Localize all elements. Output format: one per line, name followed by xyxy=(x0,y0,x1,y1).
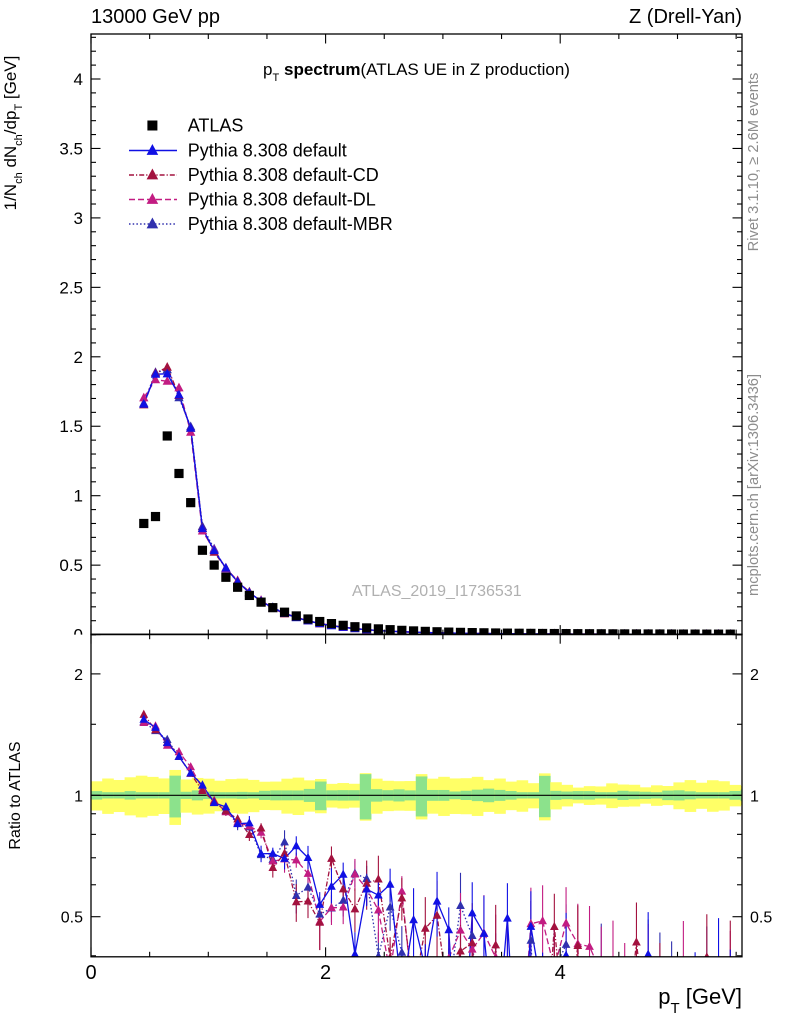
svg-text:3.5: 3.5 xyxy=(59,139,83,158)
svg-text:ATLAS: ATLAS xyxy=(188,116,244,136)
svg-text:4: 4 xyxy=(555,962,566,984)
svg-text:Pythia 8.308 default-MBR: Pythia 8.308 default-MBR xyxy=(188,214,393,234)
svg-text:2: 2 xyxy=(320,962,331,984)
svg-text:2: 2 xyxy=(750,667,759,684)
svg-text:Pythia 8.308 default-DL: Pythia 8.308 default-DL xyxy=(188,190,376,210)
svg-text:13000 GeV pp: 13000 GeV pp xyxy=(91,6,220,28)
svg-text:0.5: 0.5 xyxy=(750,910,772,927)
svg-text:2: 2 xyxy=(74,667,83,684)
svg-text:Pythia 8.308 default: Pythia 8.308 default xyxy=(188,141,347,161)
svg-text:2: 2 xyxy=(74,348,83,367)
svg-text:0.5: 0.5 xyxy=(59,556,83,575)
svg-text:Ratio to ATLAS: Ratio to ATLAS xyxy=(7,741,24,849)
svg-text:3: 3 xyxy=(74,209,83,228)
svg-text:1: 1 xyxy=(750,788,759,805)
svg-text:mcplots.cern.ch [arXiv:1306.34: mcplots.cern.ch [arXiv:1306.3436] xyxy=(746,374,762,596)
svg-text:0: 0 xyxy=(85,962,96,984)
svg-text:1.5: 1.5 xyxy=(59,417,83,436)
svg-text:0.5: 0.5 xyxy=(61,910,83,927)
svg-text:1: 1 xyxy=(74,788,83,805)
svg-text:4: 4 xyxy=(74,70,83,89)
svg-text:1: 1 xyxy=(74,487,83,506)
svg-text:Pythia 8.308 default-CD: Pythia 8.308 default-CD xyxy=(188,165,379,185)
svg-text:Rivet 3.1.10, ≥ 2.6M events: Rivet 3.1.10, ≥ 2.6M events xyxy=(746,73,762,252)
svg-text:Z (Drell-Yan): Z (Drell-Yan) xyxy=(629,6,742,28)
svg-text:ATLAS_2019_I1736531: ATLAS_2019_I1736531 xyxy=(352,583,522,600)
svg-text:2.5: 2.5 xyxy=(59,278,83,297)
